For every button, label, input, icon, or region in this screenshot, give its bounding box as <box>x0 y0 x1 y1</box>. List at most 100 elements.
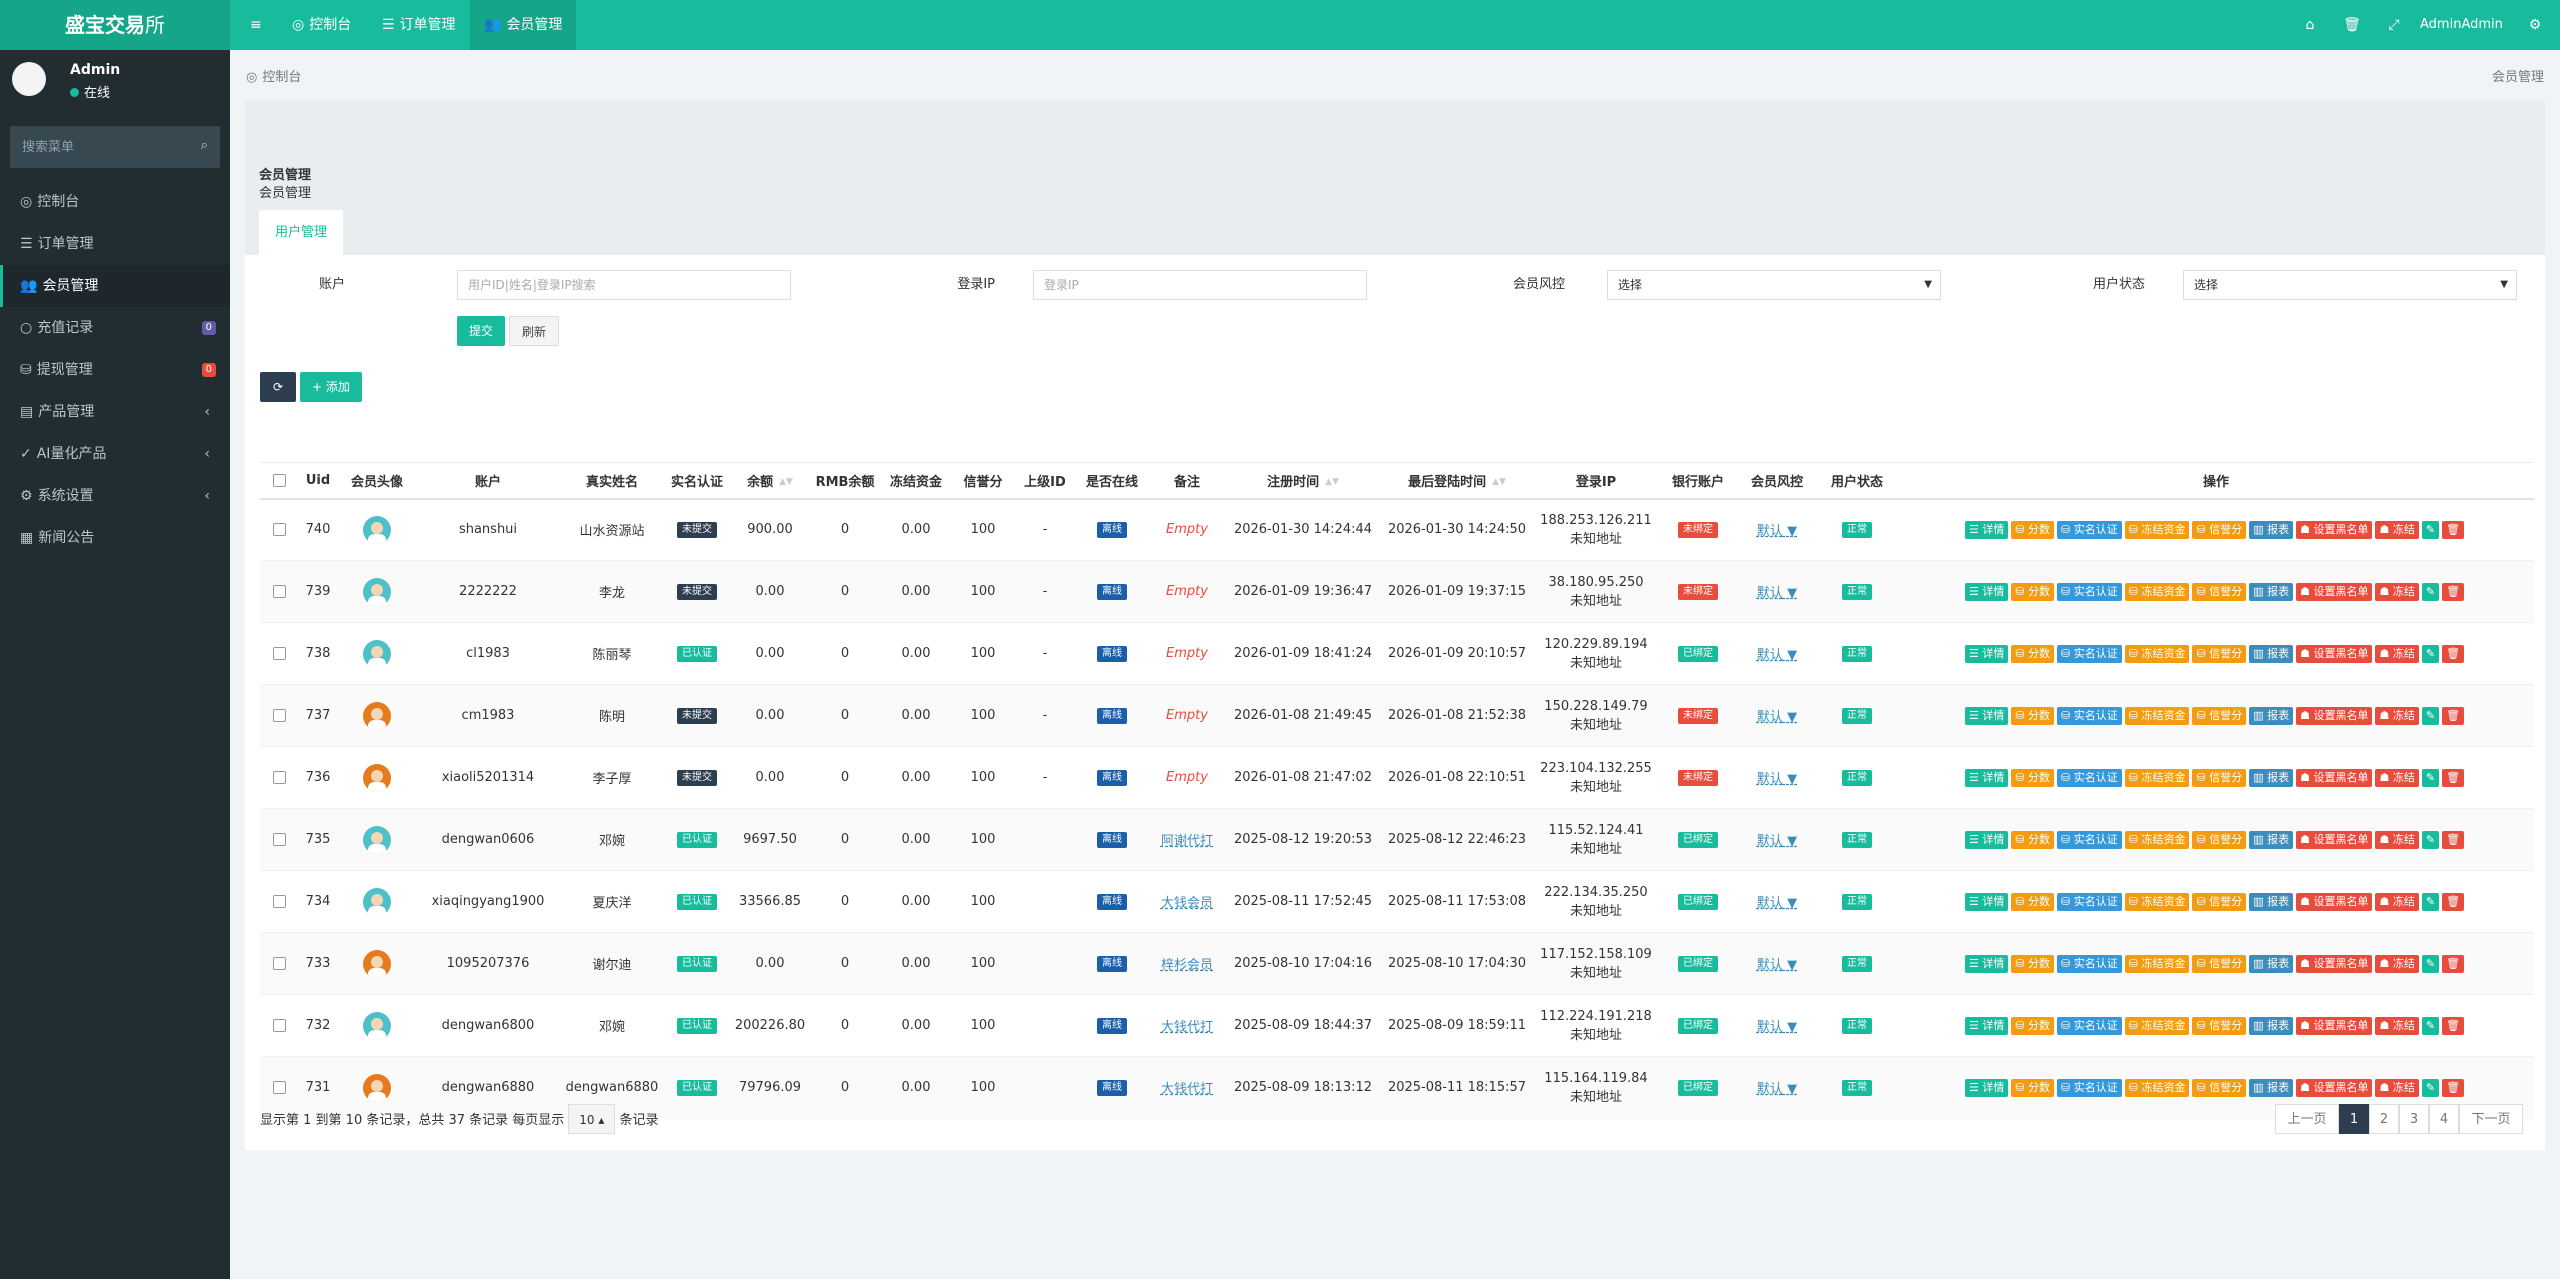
page-4-button[interactable]: 4 <box>2429 1104 2459 1134</box>
risk-cell[interactable]: 默认 ▼ <box>1738 932 1816 995</box>
score-button[interactable]: ⛁ 分数 <box>2011 706 2055 725</box>
remark-cell[interactable]: 梓杉会员 <box>1148 932 1226 995</box>
remark-cell[interactable]: Empty <box>1148 684 1226 747</box>
row-select-cell[interactable] <box>260 560 298 623</box>
credit-button[interactable]: ⛁ 信誉分 <box>2192 892 2247 911</box>
blacklist-button[interactable]: ☗ 设置黑名单 <box>2296 644 2373 663</box>
verify-button[interactable]: ⛁ 实名认证 <box>2057 1016 2122 1035</box>
risk-cell[interactable]: 默认 ▼ <box>1738 746 1816 809</box>
row-checkbox[interactable] <box>272 895 286 908</box>
blacklist-button[interactable]: ☗ 设置黑名单 <box>2296 706 2373 725</box>
freeze-funds-button[interactable]: ⛁ 冻结资金 <box>2124 520 2190 539</box>
sidebar-item-news[interactable]: ▦ 新闻公告 <box>0 517 230 559</box>
blacklist-button[interactable]: ☗ 设置黑名单 <box>2296 954 2373 973</box>
delete-button[interactable]: 🗑 <box>2442 1078 2465 1097</box>
nav-tab-dashboard[interactable]: ◎ 控制台 <box>278 0 365 50</box>
edit-button[interactable]: ✎ <box>2421 1078 2440 1097</box>
row-select-cell[interactable] <box>260 746 298 809</box>
edit-button[interactable]: ✎ <box>2421 644 2440 663</box>
report-button[interactable]: ▥ 报表 <box>2249 892 2294 911</box>
report-button[interactable]: ▥ 报表 <box>2249 830 2294 849</box>
row-select-cell[interactable] <box>260 994 298 1057</box>
risk-cell[interactable]: 默认 ▼ <box>1738 684 1816 747</box>
report-button[interactable]: ▥ 报表 <box>2249 706 2294 725</box>
risk-cell[interactable]: 默认 ▼ <box>1738 498 1816 561</box>
freeze-button[interactable]: ☗ 冻结 <box>2375 644 2419 663</box>
remark-cell[interactable]: Empty <box>1148 498 1226 561</box>
blacklist-button[interactable]: ☗ 设置黑名单 <box>2296 520 2373 539</box>
score-button[interactable]: ⛁ 分数 <box>2011 1078 2055 1097</box>
select-all-header[interactable] <box>260 462 298 500</box>
delete-button[interactable]: 🗑 <box>2442 520 2465 539</box>
risk-dropdown[interactable]: 默认 ▼ <box>1756 772 1798 787</box>
detail-button[interactable]: ☰ 详情 <box>1964 892 2009 911</box>
detail-button[interactable]: ☰ 详情 <box>1964 644 2009 663</box>
refresh-button[interactable]: ⟳ <box>260 372 296 402</box>
sidebar-item-withdraw[interactable]: ⛁ 提现管理 0 <box>0 349 230 391</box>
risk-dropdown[interactable]: 默认 ▼ <box>1756 1020 1798 1035</box>
edit-button[interactable]: ✎ <box>2421 582 2440 601</box>
remark-editable[interactable]: 大钱会员 <box>1160 896 1213 911</box>
risk-dropdown[interactable]: 默认 ▼ <box>1756 586 1798 601</box>
remark-editable[interactable]: Empty <box>1166 708 1208 723</box>
risk-cell[interactable]: 默认 ▼ <box>1738 870 1816 933</box>
row-checkbox[interactable] <box>272 709 286 722</box>
row-select-cell[interactable] <box>260 1056 298 1119</box>
verify-button[interactable]: ⛁ 实名认证 <box>2057 1078 2122 1097</box>
remark-editable[interactable]: Empty <box>1166 770 1208 785</box>
risk-dropdown[interactable]: 默认 ▼ <box>1756 710 1798 725</box>
remark-cell[interactable]: 大钱代打 <box>1148 994 1226 1057</box>
gears-icon[interactable]: ⚙ <box>2528 17 2542 33</box>
row-select-cell[interactable] <box>260 808 298 871</box>
remark-editable[interactable]: 大钱代打 <box>1160 1082 1213 1098</box>
fullscreen-icon[interactable]: ⤢ <box>2388 17 2400 33</box>
blacklist-button[interactable]: ☗ 设置黑名单 <box>2296 1016 2373 1035</box>
blacklist-button[interactable]: ☗ 设置黑名单 <box>2296 892 2373 911</box>
risk-dropdown[interactable]: 默认 ▼ <box>1756 958 1798 973</box>
report-button[interactable]: ▥ 报表 <box>2249 954 2294 973</box>
edit-button[interactable]: ✎ <box>2421 706 2440 725</box>
remark-cell[interactable]: 大钱代打 <box>1148 1056 1226 1119</box>
freeze-funds-button[interactable]: ⛁ 冻结资金 <box>2124 1016 2190 1035</box>
credit-button[interactable]: ⛁ 信誉分 <box>2192 954 2247 973</box>
edit-button[interactable]: ✎ <box>2421 768 2440 787</box>
remark-editable[interactable]: Empty <box>1166 522 1208 538</box>
freeze-button[interactable]: ☗ 冻结 <box>2375 1016 2419 1035</box>
freeze-funds-button[interactable]: ⛁ 冻结资金 <box>2124 954 2190 973</box>
blacklist-button[interactable]: ☗ 设置黑名单 <box>2296 1078 2373 1097</box>
report-button[interactable]: ▥ 报表 <box>2249 1078 2294 1097</box>
credit-button[interactable]: ⛁ 信誉分 <box>2192 582 2247 601</box>
credit-button[interactable]: ⛁ 信誉分 <box>2192 706 2247 725</box>
row-checkbox[interactable] <box>272 647 286 660</box>
score-button[interactable]: ⛁ 分数 <box>2011 830 2055 849</box>
detail-button[interactable]: ☰ 详情 <box>1964 830 2009 849</box>
score-button[interactable]: ⛁ 分数 <box>2011 1016 2055 1035</box>
column-header-sortable[interactable]: 余额 ▲▼ <box>730 462 810 500</box>
remark-editable[interactable]: 大钱代打 <box>1160 1020 1213 1035</box>
submit-button[interactable]: 提交 <box>457 316 505 346</box>
freeze-button[interactable]: ☗ 冻结 <box>2375 892 2419 911</box>
report-button[interactable]: ▥ 报表 <box>2249 768 2294 787</box>
blacklist-button[interactable]: ☗ 设置黑名单 <box>2296 582 2373 601</box>
row-checkbox[interactable] <box>272 957 286 970</box>
detail-button[interactable]: ☰ 详情 <box>1964 582 2009 601</box>
row-checkbox[interactable] <box>272 771 286 784</box>
detail-button[interactable]: ☰ 详情 <box>1964 1016 2009 1035</box>
credit-button[interactable]: ⛁ 信誉分 <box>2192 644 2247 663</box>
delete-button[interactable]: 🗑 <box>2442 582 2465 601</box>
row-checkbox[interactable] <box>272 833 286 846</box>
score-button[interactable]: ⛁ 分数 <box>2011 520 2055 539</box>
delete-button[interactable]: 🗑 <box>2442 768 2465 787</box>
score-button[interactable]: ⛁ 分数 <box>2011 892 2055 911</box>
remark-cell[interactable]: 大钱会员 <box>1148 870 1226 933</box>
sidebar-search-input[interactable] <box>10 126 190 168</box>
verify-button[interactable]: ⛁ 实名认证 <box>2057 768 2122 787</box>
report-button[interactable]: ▥ 报表 <box>2249 520 2294 539</box>
ip-filter-input[interactable]: 登录IP <box>1033 270 1367 300</box>
column-header-sortable[interactable]: 注册时间 ▲▼ <box>1226 462 1380 500</box>
verify-button[interactable]: ⛁ 实名认证 <box>2057 582 2122 601</box>
freeze-button[interactable]: ☗ 冻结 <box>2375 520 2419 539</box>
row-select-cell[interactable] <box>260 684 298 747</box>
freeze-button[interactable]: ☗ 冻结 <box>2375 582 2419 601</box>
detail-button[interactable]: ☰ 详情 <box>1964 954 2009 973</box>
